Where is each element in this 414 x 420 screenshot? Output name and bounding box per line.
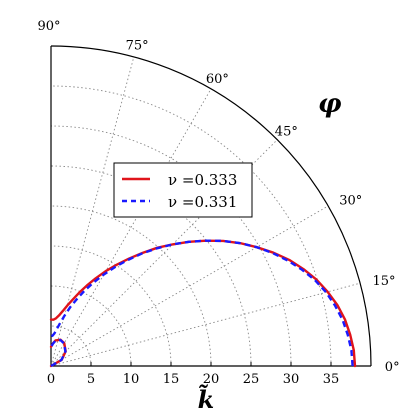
series-1-curve-0 <box>50 239 354 367</box>
radial-tick-label: 10 <box>123 372 140 387</box>
radial-axis-label: k̃ <box>198 384 215 414</box>
axes-frame <box>50 45 372 367</box>
series-curves <box>49 239 357 368</box>
angular-tick-label: 30° <box>339 194 362 209</box>
angular-grid-ray <box>50 205 329 367</box>
legend-label-1: ν =0.331 <box>168 193 237 211</box>
angular-grid-ray <box>50 139 278 367</box>
outer-arc <box>50 45 372 367</box>
radial-tick-label: 5 <box>87 372 95 387</box>
tick-labels: 0 5 10 15 20 25 30 35 0° 15° 30° 45° 60° 75° 90° <box>37 19 399 387</box>
radial-tick-label: 15 <box>163 372 180 387</box>
angular-tick-label: 90° <box>37 19 60 34</box>
radial-tick-label: 35 <box>323 372 340 387</box>
radial-tick-label: 25 <box>243 372 260 387</box>
radial-grid-circle <box>50 165 252 367</box>
radial-tick-label: 0 <box>47 372 55 387</box>
angular-tick-label: 15° <box>372 274 395 289</box>
series-0-curve-0 <box>49 239 357 368</box>
angular-grid-ray <box>50 88 212 367</box>
radial-grid-circle <box>50 205 212 367</box>
angular-tick-label: 60° <box>206 72 229 87</box>
angular-tick-label: 45° <box>275 125 298 140</box>
radial-tick-label: 20 <box>203 372 220 387</box>
radial-tick-label: 30 <box>283 372 300 387</box>
radial-grid-circle <box>50 245 172 367</box>
radial-grid-circle <box>50 85 332 367</box>
legend-box <box>113 162 253 218</box>
series-1-curve-1 <box>49 338 67 368</box>
angular-axis-label: φ <box>318 89 342 119</box>
radial-grid-circle <box>50 285 132 367</box>
legend-label-0: ν =0.333 <box>168 171 237 189</box>
angular-tick-label: 0° <box>385 360 400 375</box>
angular-grid-ray <box>50 282 361 367</box>
angular-tick-label: 75° <box>126 39 149 54</box>
legend: ν =0.333 ν =0.331 <box>113 162 253 218</box>
